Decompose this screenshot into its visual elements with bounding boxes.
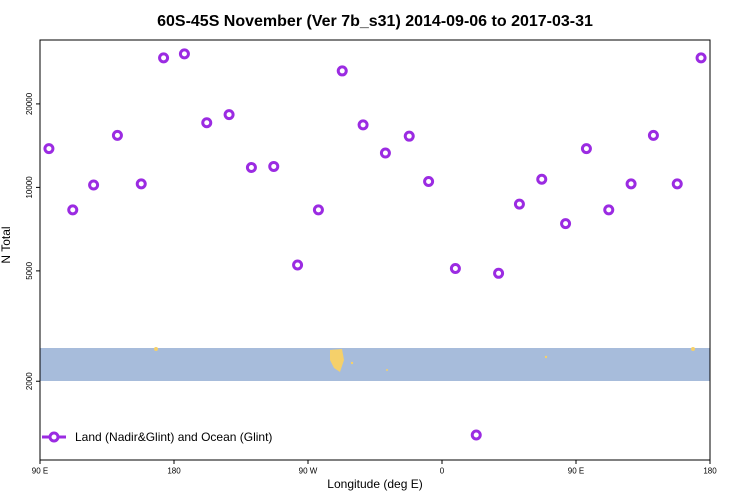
point (647, 129, 659, 141)
point (201, 117, 213, 129)
point (695, 52, 707, 64)
point (67, 204, 79, 216)
point (158, 52, 170, 64)
point (423, 176, 435, 188)
point (671, 178, 683, 190)
point (268, 160, 280, 172)
x-tick-label: 90 E (568, 467, 584, 476)
y-tick-label: 5000 (25, 261, 34, 279)
map-strip (40, 348, 710, 381)
x-tick-label: 90 W (299, 467, 318, 476)
plot-frame (39, 39, 711, 461)
point (580, 143, 592, 155)
point (43, 143, 55, 155)
point (493, 267, 505, 279)
point (536, 173, 548, 185)
legend-label: Land (Nadir&Glint) and Ocean (Glint) (75, 430, 272, 444)
y-tick-label: 20000 (25, 92, 34, 115)
legend-marker (48, 431, 60, 443)
point (449, 262, 461, 274)
point (357, 119, 369, 131)
point (88, 179, 100, 191)
x-tick-label: 90 E (32, 467, 48, 476)
point (245, 161, 257, 173)
point (178, 48, 190, 60)
land (154, 347, 695, 372)
point (111, 129, 123, 141)
x-tick-label: 180 (167, 467, 181, 476)
y-axis-label: N Total (0, 226, 13, 263)
point (292, 259, 304, 271)
point (135, 178, 147, 190)
point (379, 147, 391, 159)
chart-title: 60S-45S November (Ver 7b_s31) 2014-09-06… (157, 13, 593, 30)
point (403, 130, 415, 142)
y-tick-label: 2000 (25, 372, 34, 390)
point (223, 109, 235, 121)
y-tick-label: 10000 (25, 176, 34, 199)
point (513, 198, 525, 210)
point (312, 204, 324, 216)
point (625, 178, 637, 190)
x-tick-label: 180 (703, 467, 717, 476)
point (336, 65, 348, 77)
x-tick-label: 0 (440, 467, 445, 476)
x-axis-label: Longitude (deg E) (327, 477, 422, 491)
point (470, 429, 482, 441)
point (560, 218, 572, 230)
point (603, 204, 615, 216)
